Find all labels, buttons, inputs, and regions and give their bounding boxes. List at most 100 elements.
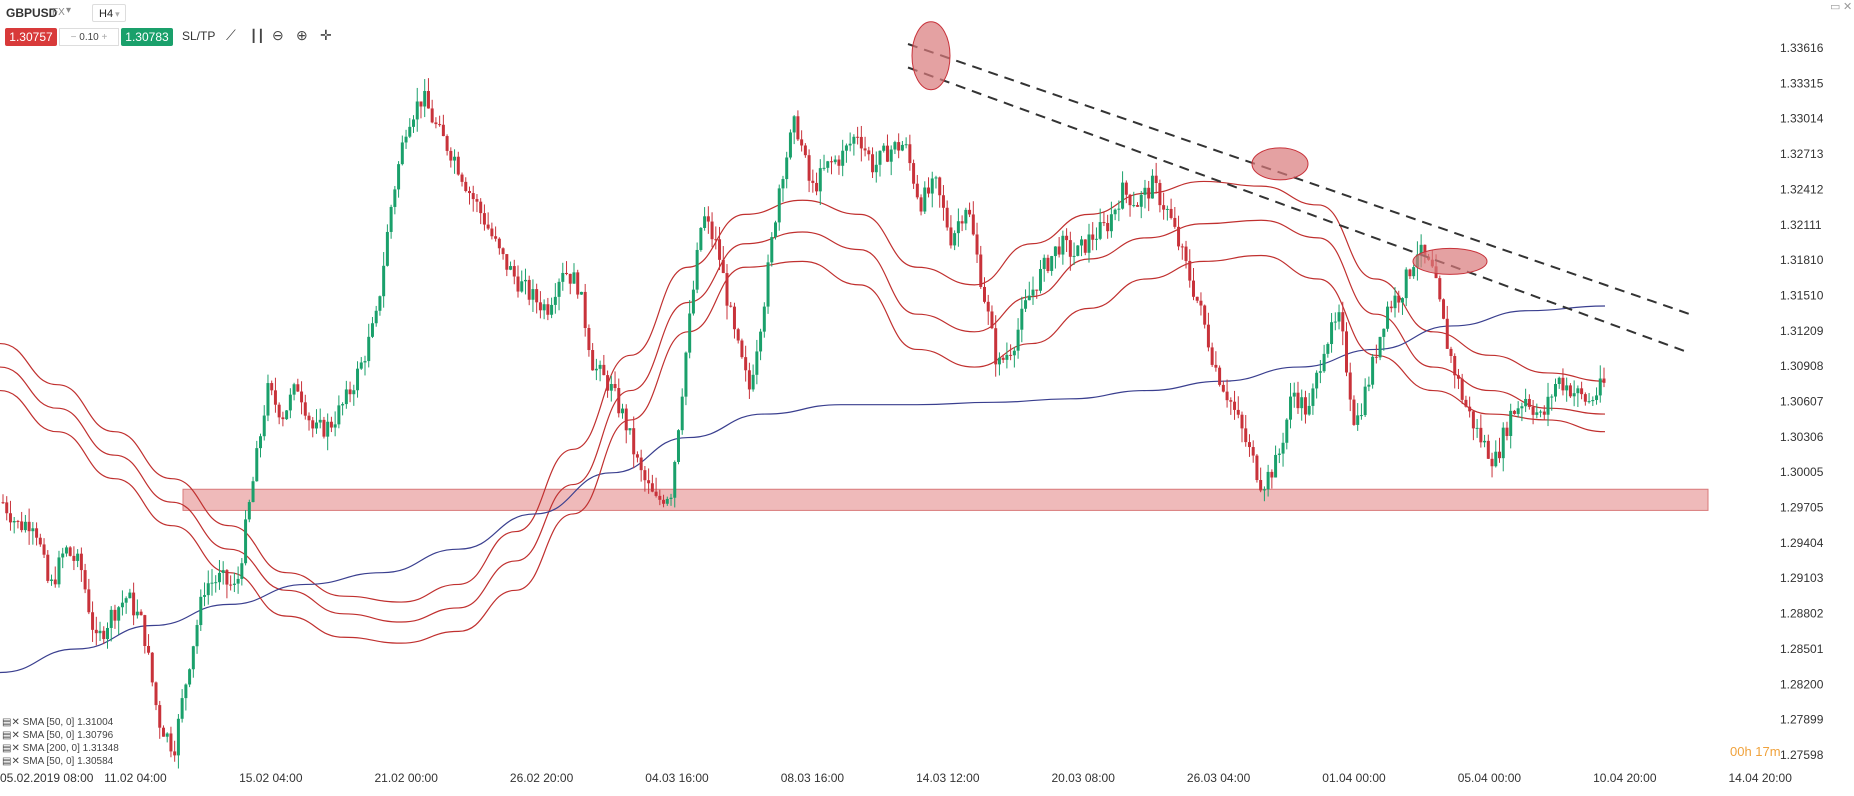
candle-body (867, 150, 871, 155)
line-chart-icon[interactable]: ⟋ (226, 27, 236, 43)
minus-icon[interactable]: − (70, 32, 77, 43)
candle-body (591, 350, 595, 371)
candle-body (1094, 238, 1098, 240)
candle-body (1072, 255, 1076, 257)
candle-body (1057, 246, 1061, 255)
candle-body (695, 249, 699, 290)
zoom-in-icon[interactable]: ⊕ (296, 27, 308, 43)
y-tick-label: 1.29103 (1780, 571, 1824, 585)
sltp-button[interactable]: SL/TP (182, 29, 216, 43)
candle-body (415, 101, 419, 120)
buy-button[interactable]: 1.30783 (121, 28, 173, 46)
candle-body (1229, 400, 1233, 402)
candle-body (815, 182, 819, 192)
close-icon[interactable]: ✕ (1843, 1, 1853, 13)
candle-body (1274, 454, 1278, 478)
candle-body (609, 383, 613, 391)
candle-body (1520, 406, 1524, 409)
legend-item[interactable]: ▤✕ SMA [50, 0] 1.31004 (2, 716, 119, 729)
minimize-icon[interactable]: ▭ (1830, 1, 1841, 13)
candle-body (863, 148, 867, 151)
candle-body (882, 145, 886, 151)
y-tick-label: 1.29404 (1780, 536, 1824, 550)
y-tick-label: 1.30306 (1780, 430, 1824, 444)
crosshair-icon[interactable]: ✛ (320, 27, 332, 43)
candle-body (1020, 308, 1024, 330)
candle-body (281, 417, 285, 420)
candle-body (1363, 386, 1367, 416)
candle-body (1233, 401, 1237, 410)
candle-body (426, 91, 430, 109)
timeframe-select[interactable]: H4 ▾ (92, 4, 126, 22)
candle-body (990, 311, 994, 329)
candle-body (1408, 269, 1412, 277)
candle-body (1516, 408, 1520, 414)
candle-body (718, 239, 722, 260)
candle-body (986, 301, 990, 312)
candle-body (1527, 398, 1531, 407)
candle-body (624, 408, 628, 431)
candle-body (225, 570, 229, 585)
candle-body (673, 461, 677, 498)
candle-body (307, 415, 311, 421)
candle-body (1587, 401, 1591, 403)
candle-body (885, 145, 889, 162)
candle-body (774, 222, 778, 238)
chevron-down-icon: ▾ (115, 9, 120, 19)
candle-body (1035, 289, 1039, 291)
settings-icon[interactable]: ▤✕ (2, 743, 20, 754)
settings-icon[interactable]: ▤✕ (2, 730, 20, 741)
candle-body (247, 502, 251, 520)
candle-body (397, 164, 401, 190)
candle-body (203, 595, 207, 597)
x-tick-label: 01.04 00:00 (1322, 771, 1386, 785)
candle-body (143, 615, 147, 646)
y-tick-label: 1.27598 (1780, 748, 1824, 762)
lot-stepper[interactable]: − 0.10 + (59, 28, 119, 46)
candle-body (1576, 388, 1580, 394)
candle-body (1397, 295, 1401, 303)
zoom-out-icon[interactable]: ⊖ (272, 27, 284, 43)
candle-body (113, 609, 117, 621)
candle-body (251, 481, 255, 503)
symbol-label[interactable]: GBPUSD (6, 6, 58, 20)
settings-icon[interactable]: ▤✕ (2, 717, 20, 728)
candle-body (460, 174, 464, 182)
candle-body (87, 589, 91, 613)
candle-body (1453, 356, 1457, 376)
candle-body (1143, 187, 1147, 195)
candle-body (337, 405, 341, 425)
candle-body (1247, 442, 1251, 448)
candle-body (527, 279, 531, 300)
candle-body (1572, 393, 1576, 397)
candle-body (217, 572, 221, 583)
legend-item[interactable]: ▤✕ SMA [50, 0] 1.30796 (2, 729, 119, 742)
candle-body (1236, 409, 1240, 415)
highlight-ellipse (911, 21, 951, 91)
candle-body (1106, 222, 1110, 232)
candle-body (1, 502, 5, 504)
lot-value[interactable]: 0.10 (79, 32, 99, 43)
candle-body (486, 224, 490, 229)
candle-body (385, 231, 389, 266)
chevron-down-icon[interactable]: ▾ (66, 5, 72, 16)
candle-body (288, 394, 292, 411)
legend-item[interactable]: ▤✕ SMA [50, 0] 1.30584 (2, 755, 119, 768)
candle-body (1367, 384, 1371, 387)
candle-body (635, 454, 639, 458)
candle-body (602, 364, 606, 376)
candle-body (165, 733, 169, 737)
legend-item[interactable]: ▤✕ SMA [200, 0] 1.31348 (2, 742, 119, 755)
candle-body (956, 221, 960, 234)
candle-body (124, 598, 128, 603)
plus-icon[interactable]: + (101, 32, 108, 43)
candle-body (1315, 372, 1319, 389)
candle-body (1009, 354, 1013, 356)
candles-icon[interactable]: ┃┃ (250, 29, 265, 43)
candle-body (490, 228, 494, 237)
settings-icon[interactable]: ▤✕ (2, 756, 20, 767)
candle-body (1165, 208, 1169, 210)
sell-button[interactable]: 1.30757 (5, 28, 57, 46)
candle-body (923, 187, 927, 212)
